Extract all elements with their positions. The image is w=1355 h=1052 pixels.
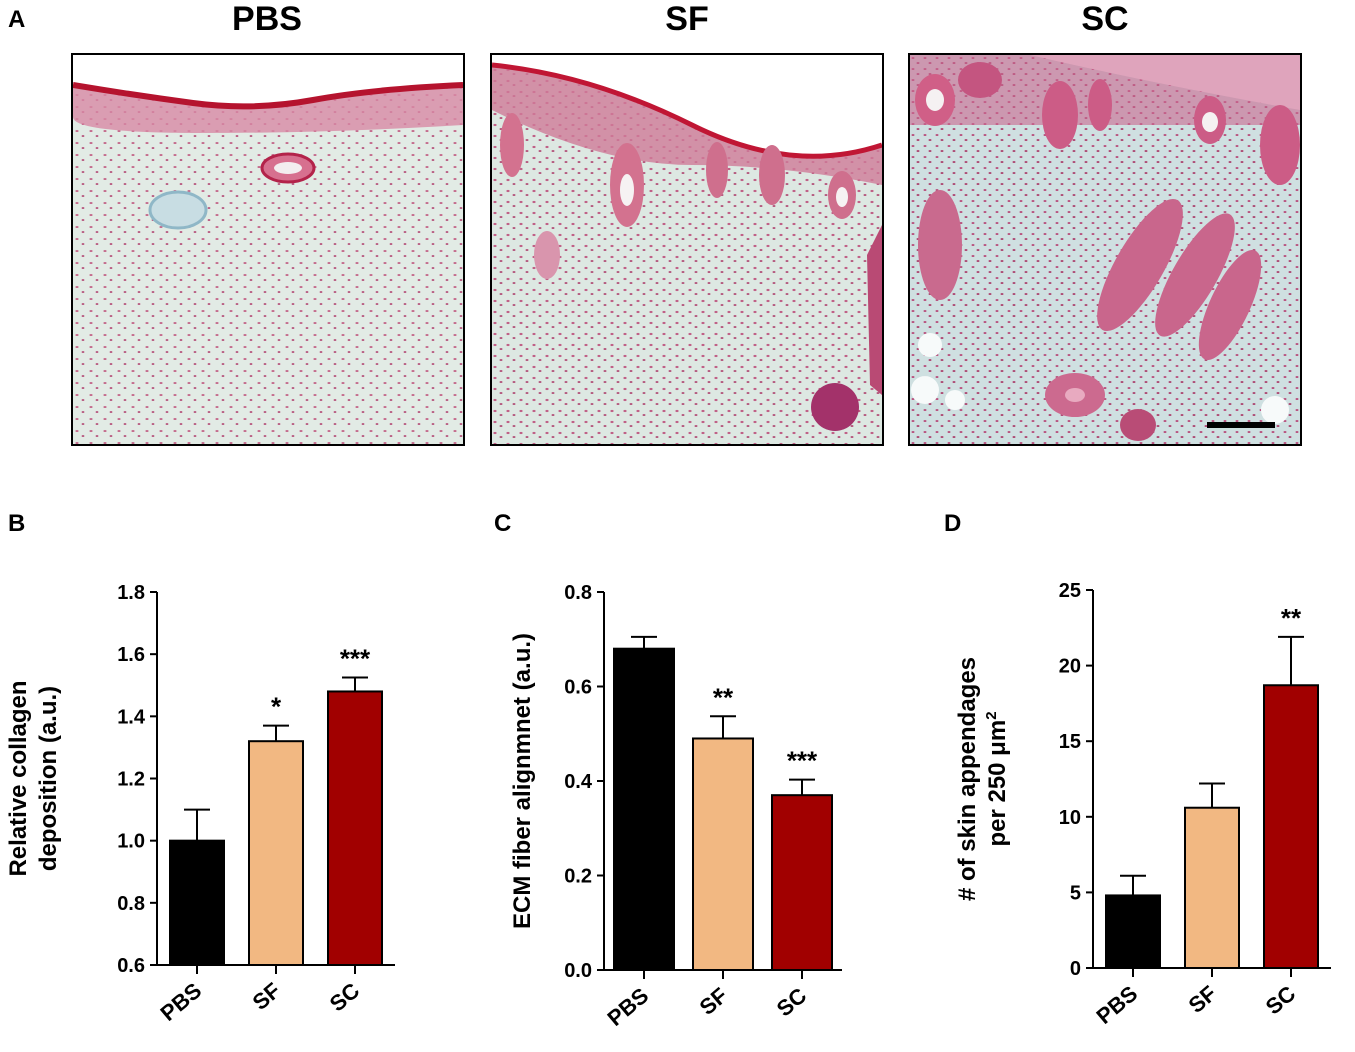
y-tick-label: 1.8: [117, 582, 145, 604]
x-tick-label: PBS: [602, 983, 653, 1031]
micrograph-title-pbs: PBS: [232, 0, 302, 38]
micrograph-pbs: [71, 53, 465, 446]
bar-sf: [692, 737, 754, 971]
y-axis-label: ECM fiber alignmnet (a.u.): [509, 633, 536, 929]
y-tick-label: 0.4: [564, 771, 593, 793]
bar-sc: [1263, 684, 1319, 969]
y-tick-label: 0.8: [117, 893, 145, 915]
y-tick-label: 0.2: [564, 866, 592, 888]
bar-sc: [327, 690, 383, 966]
significance-marker: *: [271, 692, 282, 722]
x-tick-label: SF: [1184, 981, 1222, 1018]
chart-collagen-deposition: 0.6 0.8 1.0 1.2 1.4 1.6 1.8 PBS SF * SC *** Relative…: [5, 582, 395, 1026]
bar-sf: [248, 740, 304, 967]
micrograph-title-sf: SF: [665, 0, 709, 38]
x-tick-label: SC: [772, 983, 812, 1022]
chart-skin-appendages: 0 5 10 15 20 25 PBS SF SC ** # of skin appendages p…: [954, 580, 1331, 1029]
panel-label-c: C: [494, 510, 512, 537]
bar-pbs: [1105, 894, 1161, 970]
x-tick-label: SC: [325, 978, 365, 1017]
y-tick-label: 1.4: [117, 706, 146, 728]
y-tick-label: 1.2: [117, 769, 145, 791]
chart-ecm-fiber-alignment: 0.0 0.2 0.4 0.6 0.8 PBS SF ** SC *** ECM fiber ali…: [509, 582, 842, 1031]
bar-pbs: [169, 839, 225, 967]
panel-label-b: B: [8, 510, 26, 537]
y-tick-label: 20: [1059, 656, 1081, 678]
significance-marker: **: [713, 682, 734, 712]
y-tick-label: 0.0: [564, 960, 592, 982]
y-axis-label: # of skin appendages per 250 μm2: [954, 657, 1011, 901]
panel-label-a: A: [8, 6, 26, 33]
x-tick-label: PBS: [1091, 981, 1142, 1029]
y-tick-label: 1.6: [117, 644, 145, 666]
y-tick-label: 15: [1059, 731, 1081, 753]
micrograph-sf: [490, 53, 884, 446]
x-tick-label: SF: [695, 983, 733, 1020]
bar-sc: [771, 794, 833, 971]
micrograph-sc: [908, 53, 1302, 446]
y-tick-label: 25: [1059, 580, 1081, 602]
x-tick-label: PBS: [155, 978, 206, 1026]
y-tick-label: 1.0: [117, 831, 145, 853]
y-tick-label: 0.6: [564, 677, 592, 699]
y-tick-label: 0.8: [564, 582, 592, 604]
panel-label-d: D: [944, 510, 962, 537]
y-tick-label: 10: [1059, 807, 1081, 829]
y-tick-label: 0: [1070, 958, 1081, 980]
x-tick-label: SF: [248, 978, 286, 1015]
x-tick-label: SC: [1261, 981, 1301, 1020]
significance-marker: ***: [340, 643, 371, 673]
significance-marker: ***: [787, 746, 818, 776]
significance-marker: **: [1281, 603, 1302, 633]
micrograph-title-sc: SC: [1081, 0, 1129, 38]
y-tick-label: 0.6: [117, 955, 145, 977]
bar-pbs: [613, 647, 675, 971]
bar-sf: [1184, 806, 1240, 970]
scale-bar: [1207, 422, 1275, 428]
y-tick-label: 5: [1070, 882, 1081, 904]
y-axis-label: Relative collagen deposition (a.u.): [5, 680, 62, 876]
